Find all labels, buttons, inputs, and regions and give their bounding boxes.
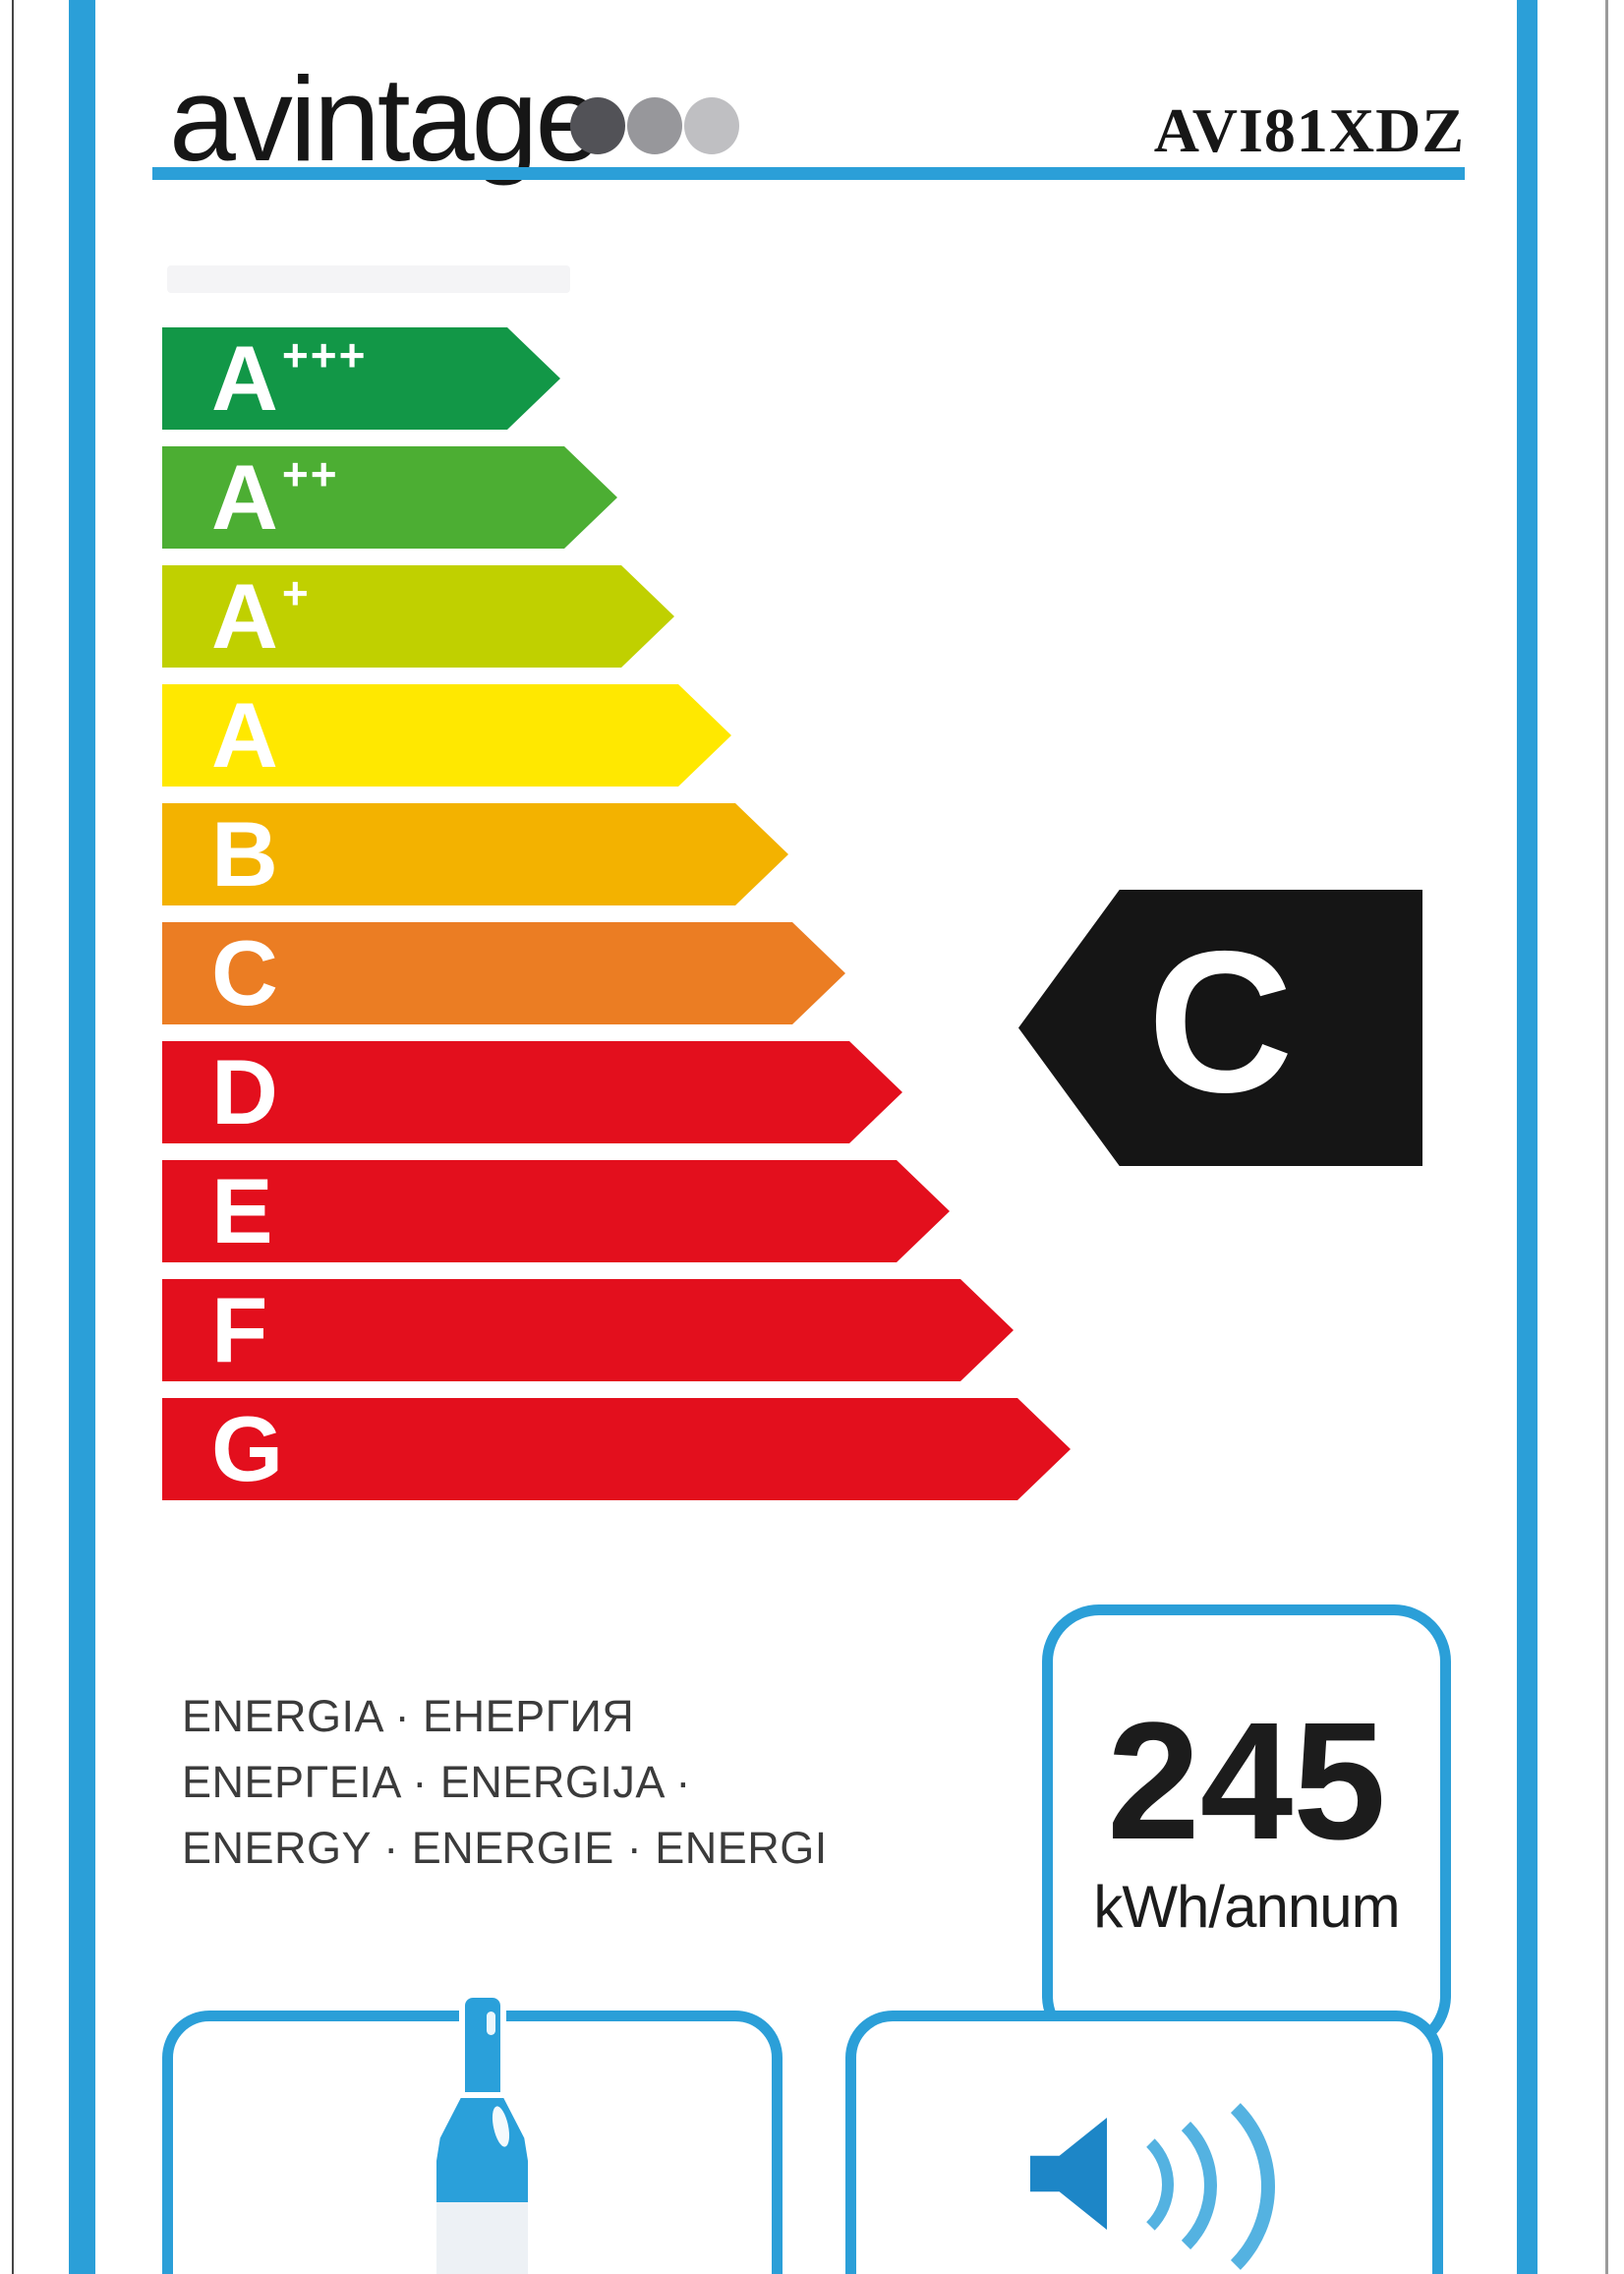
rating-row-d: D: [162, 1041, 902, 1143]
wine-bottle-neck-icon: [465, 1998, 500, 2092]
model-number: AVI81XDZ: [1153, 95, 1465, 165]
rating-letter: G: [211, 1397, 284, 1500]
energy-words-line3: ENERGY · ENERGIE · ENERGI: [182, 1823, 828, 1873]
rating-letter: F: [211, 1278, 268, 1381]
rating-row-a++: A ++: [162, 446, 617, 549]
faint-band: [167, 265, 570, 293]
energy-words-line2: ΕΝΕΡΓΕΙΑ · ENERGIJA ·: [182, 1757, 691, 1807]
consumption-value: 245: [1107, 1687, 1386, 1875]
brand-dot-icon: [627, 97, 682, 154]
rating-letter-sup: +++: [281, 329, 368, 380]
rating-letter: D: [211, 1040, 278, 1143]
rating-row-b: B: [162, 803, 788, 905]
wine-bottle-body-icon: [436, 2202, 528, 2274]
rating-row-e: E: [162, 1160, 950, 1262]
current-rating-arrow: C: [1018, 890, 1422, 1166]
page-edge-line-left: [12, 0, 14, 2274]
energy-words-line1: ENERGIA · ЕНЕРГИЯ: [182, 1691, 635, 1741]
rating-row-a: A: [162, 684, 731, 787]
rating-row-g: G: [162, 1398, 1071, 1500]
rating-row-f: F: [162, 1279, 1014, 1381]
rating-row-a+++: A +++: [162, 327, 560, 430]
rating-letter: A: [211, 326, 278, 430]
brand-logo: avintage: [169, 52, 602, 186]
brand-dot-icon: [684, 97, 739, 154]
rating-letter: A: [211, 683, 278, 787]
rating-letter: B: [211, 802, 278, 905]
rating-letter-sup: +: [281, 567, 311, 618]
label-border-right: [1517, 0, 1537, 2274]
rating-row-a+: A +: [162, 565, 674, 668]
label-border-left: [69, 0, 95, 2274]
page-edge-line-right: [1605, 0, 1608, 2274]
rating-letter: A: [211, 445, 278, 549]
rating-row-c: C: [162, 922, 845, 1024]
bottle-highlight: [487, 2012, 495, 2035]
brand-dots: [570, 97, 739, 154]
consumption-unit: kWh/annum: [1093, 1873, 1400, 1940]
brand-dot-icon: [570, 97, 625, 154]
rating-letter: A: [211, 564, 278, 668]
energy-words: ENERGIA · ЕНЕРГИЯ ΕΝΕΡΓΕΙΑ · ENERGIJA · …: [182, 1683, 828, 1881]
consumption-box: 245 kWh/annum: [1042, 1604, 1451, 2053]
header-underline: [152, 167, 1465, 180]
rating-letter: C: [211, 921, 278, 1024]
current-rating-letter: C: [1147, 909, 1294, 1135]
rating-letter-sup: ++: [281, 448, 339, 499]
rating-letter: E: [211, 1159, 273, 1262]
